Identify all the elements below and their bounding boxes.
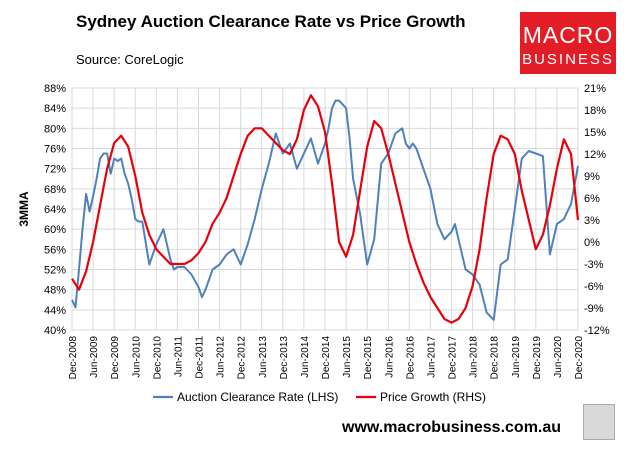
- y-right-tick-label: 12%: [584, 149, 606, 161]
- x-tick-label: Jun-2010: [131, 336, 142, 378]
- x-tick-label: Dec-2014: [321, 336, 332, 380]
- x-tick-label: Dec-2017: [448, 336, 459, 380]
- y-left-tick-label: 72%: [44, 164, 66, 176]
- x-tick-label: Jun-2015: [342, 336, 353, 378]
- x-tick-label: Dec-2013: [279, 336, 290, 380]
- x-tick-label: Dec-2015: [363, 336, 374, 380]
- x-tick-label: Jun-2014: [300, 336, 311, 378]
- x-tick-label: Jun-2019: [511, 336, 522, 378]
- y-left-tick-label: 64%: [44, 204, 66, 216]
- y-axis-title: 3MMA: [17, 191, 31, 227]
- x-tick-label: Jun-2011: [173, 336, 184, 377]
- x-tick-label: Dec-2008: [68, 336, 79, 380]
- y-left-tick-label: 84%: [44, 103, 66, 115]
- y-left-tick-label: 56%: [44, 244, 66, 256]
- x-tick-label: Dec-2019: [532, 336, 543, 380]
- x-tick-label: Dec-2016: [405, 336, 416, 380]
- x-tick-label: Jun-2017: [426, 336, 437, 378]
- logo-line2: BUSINESS: [522, 51, 614, 68]
- x-tick-label: Dec-2018: [490, 336, 501, 380]
- x-tick-label: Dec-2009: [110, 336, 121, 380]
- series-line-price-growth: [71, 94, 580, 324]
- website-url: www.macrobusiness.com.au: [342, 419, 562, 436]
- y-right-tick-label: 3%: [584, 215, 600, 227]
- y-right-tick-label: 15%: [584, 127, 606, 139]
- y-left-tick-label: 60%: [44, 224, 66, 236]
- y-left-tick-label: 76%: [44, 144, 66, 156]
- y-left-tick-label: 40%: [44, 325, 66, 337]
- y-right-tick-label: 21%: [584, 83, 606, 95]
- y-left-tick-label: 80%: [44, 123, 66, 135]
- y-right-tick-label: 18%: [584, 105, 606, 117]
- y-left-tick-label: 52%: [44, 265, 66, 277]
- macrobusiness-logo: MACRO BUSINESS: [520, 12, 616, 74]
- y-right-tick-label: -9%: [584, 303, 604, 315]
- series-line-clearance-rate: [71, 99, 579, 321]
- x-tick-label: Jun-2009: [89, 336, 100, 378]
- logo-line1: MACRO: [522, 22, 614, 48]
- y-right-tick-label: -12%: [584, 325, 610, 337]
- legend-label-clearance-rate: Auction Clearance Rate (LHS): [177, 390, 338, 404]
- x-tick-label: Jun-2012: [216, 336, 227, 378]
- y-right-tick-label: 9%: [584, 171, 600, 183]
- x-tick-label: Jun-2016: [384, 336, 395, 378]
- y-right-tick-label: 0%: [584, 237, 600, 249]
- wolf-logo-icon: [583, 404, 615, 440]
- y-right-tick-label: -3%: [584, 259, 604, 271]
- chart-source: Source: CoreLogic: [76, 52, 184, 67]
- x-tick-label: Jun-2018: [469, 336, 480, 378]
- chart-title: Sydney Auction Clearance Rate vs Price G…: [76, 12, 466, 31]
- x-tick-label: Dec-2011: [195, 336, 206, 379]
- y-left-tick-label: 44%: [44, 305, 66, 317]
- x-tick-label: Jun-2020: [553, 336, 564, 378]
- x-tick-label: Jun-2013: [258, 336, 269, 378]
- y-right-tick-label: -6%: [584, 281, 604, 293]
- x-tick-label: Dec-2020: [574, 336, 585, 380]
- x-tick-label: Dec-2010: [152, 336, 163, 380]
- legend-label-price-growth: Price Growth (RHS): [380, 390, 486, 404]
- y-left-tick-label: 48%: [44, 285, 66, 297]
- y-left-tick-label: 88%: [44, 83, 66, 95]
- y-left-tick-label: 68%: [44, 184, 66, 196]
- x-tick-label: Dec-2012: [237, 336, 248, 380]
- y-right-tick-label: 6%: [584, 193, 600, 205]
